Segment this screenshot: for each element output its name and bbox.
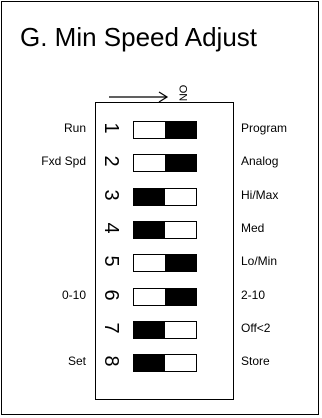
dip-switch[interactable] [133,354,197,373]
dip-switch-block [95,102,234,400]
switch-knob [134,188,165,205]
switch-right-label: Store [241,354,270,369]
switch-knob [165,288,196,305]
switch-number: 5 [100,255,122,267]
switch-number: 4 [100,222,122,234]
switch-left-label: Set [67,354,86,369]
diagram-title: G. Min Speed Adjust [20,22,258,52]
switch-right-label: Hi/Max [241,187,279,202]
switch-right-label: 2-10 [241,287,266,302]
switch-right-label: Off<2 [241,320,271,335]
switch-row: 4 Med [0,212,322,246]
switch-number: 1 [100,122,122,134]
switch-row: 0-10 6 2-10 [0,279,322,313]
dip-switch[interactable] [133,187,197,206]
switch-knob [165,122,196,138]
switch-knob [134,355,165,372]
dip-switch[interactable] [133,220,197,239]
switch-left-label: 0-10 [61,287,86,302]
diagram-frame [1,1,319,415]
switch-number: 8 [100,355,122,367]
switch-right-label: Analog [241,154,279,169]
switch-right-label: Program [241,121,288,135]
switch-row: Set 8 Store [0,345,322,379]
switch-left-label: Run [63,121,86,135]
switch-number: 6 [100,288,122,301]
dip-switch[interactable] [133,154,197,173]
switch-row: 7 Off<2 [0,312,322,346]
switch-row: Fxd Spd 2 Analog [0,145,322,179]
switch-row: 3 Hi/Max [0,179,322,213]
dip-switch[interactable] [133,287,197,306]
switch-knob [165,255,196,272]
switch-row: 5 Lo/Min [0,245,322,279]
switch-number: 7 [100,322,122,334]
switch-right-label: Lo/Min [241,254,278,269]
dip-switch[interactable] [133,121,197,139]
switch-knob [134,221,165,238]
dip-switch[interactable] [133,254,197,273]
switch-number: 2 [100,155,122,167]
on-arrow-icon [109,91,169,103]
switch-right-label: Med [241,220,265,235]
switch-number: 3 [100,189,122,201]
switch-row: Run 1 Program [0,112,322,146]
switch-left-label: Fxd Spd [41,154,86,169]
on-label: ON [176,84,189,102]
switch-knob [134,321,165,338]
dip-switch[interactable] [133,320,197,339]
switch-knob [165,155,196,172]
